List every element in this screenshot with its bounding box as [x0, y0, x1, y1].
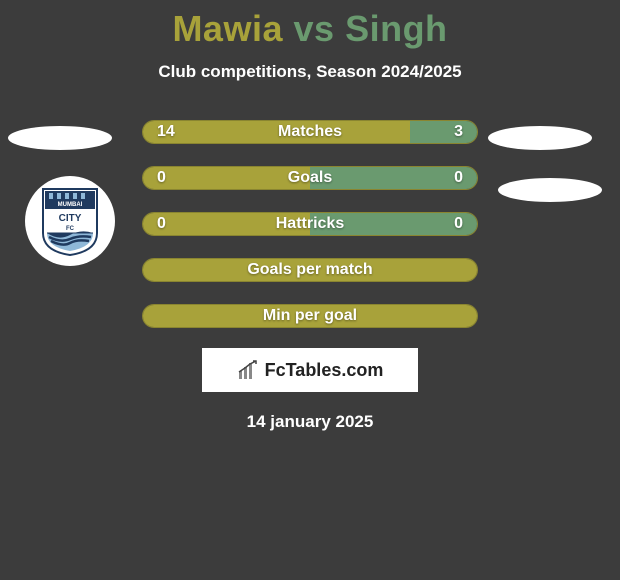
stat-row: Min per goal — [142, 304, 478, 328]
stat-label: Goals per match — [143, 261, 477, 279]
subtitle: Club competitions, Season 2024/2025 — [0, 62, 620, 82]
logo-text: FcTables.com — [265, 360, 384, 381]
vs-text: vs — [294, 8, 335, 49]
mumbai-city-crest-icon: MUMBAI CITY FC — [39, 185, 101, 257]
stat-row: 0Hattricks0 — [142, 212, 478, 236]
stat-row: 14Matches3 — [142, 120, 478, 144]
stat-row: 0Goals0 — [142, 166, 478, 190]
player1-club-badge: MUMBAI CITY FC — [25, 176, 115, 266]
svg-text:CITY: CITY — [59, 213, 82, 224]
svg-text:FC: FC — [66, 226, 75, 232]
player1-country-badge — [8, 126, 112, 150]
player2-country-badge — [488, 126, 592, 150]
fctables-logo[interactable]: FcTables.com — [202, 348, 418, 392]
stat-label: Goals — [143, 169, 477, 187]
stat-label: Hattricks — [143, 215, 477, 233]
comparison-title: Mawia vs Singh — [0, 0, 620, 50]
bar-chart-icon — [237, 359, 259, 381]
svg-text:MUMBAI: MUMBAI — [58, 202, 83, 208]
stat-label: Min per goal — [143, 307, 477, 325]
player1-name: Mawia — [172, 8, 283, 49]
player2-name: Singh — [345, 8, 447, 49]
date-text: 14 january 2025 — [0, 412, 620, 432]
player2-club-badge — [498, 178, 602, 202]
stat-label: Matches — [143, 123, 477, 141]
stat-row: Goals per match — [142, 258, 478, 282]
